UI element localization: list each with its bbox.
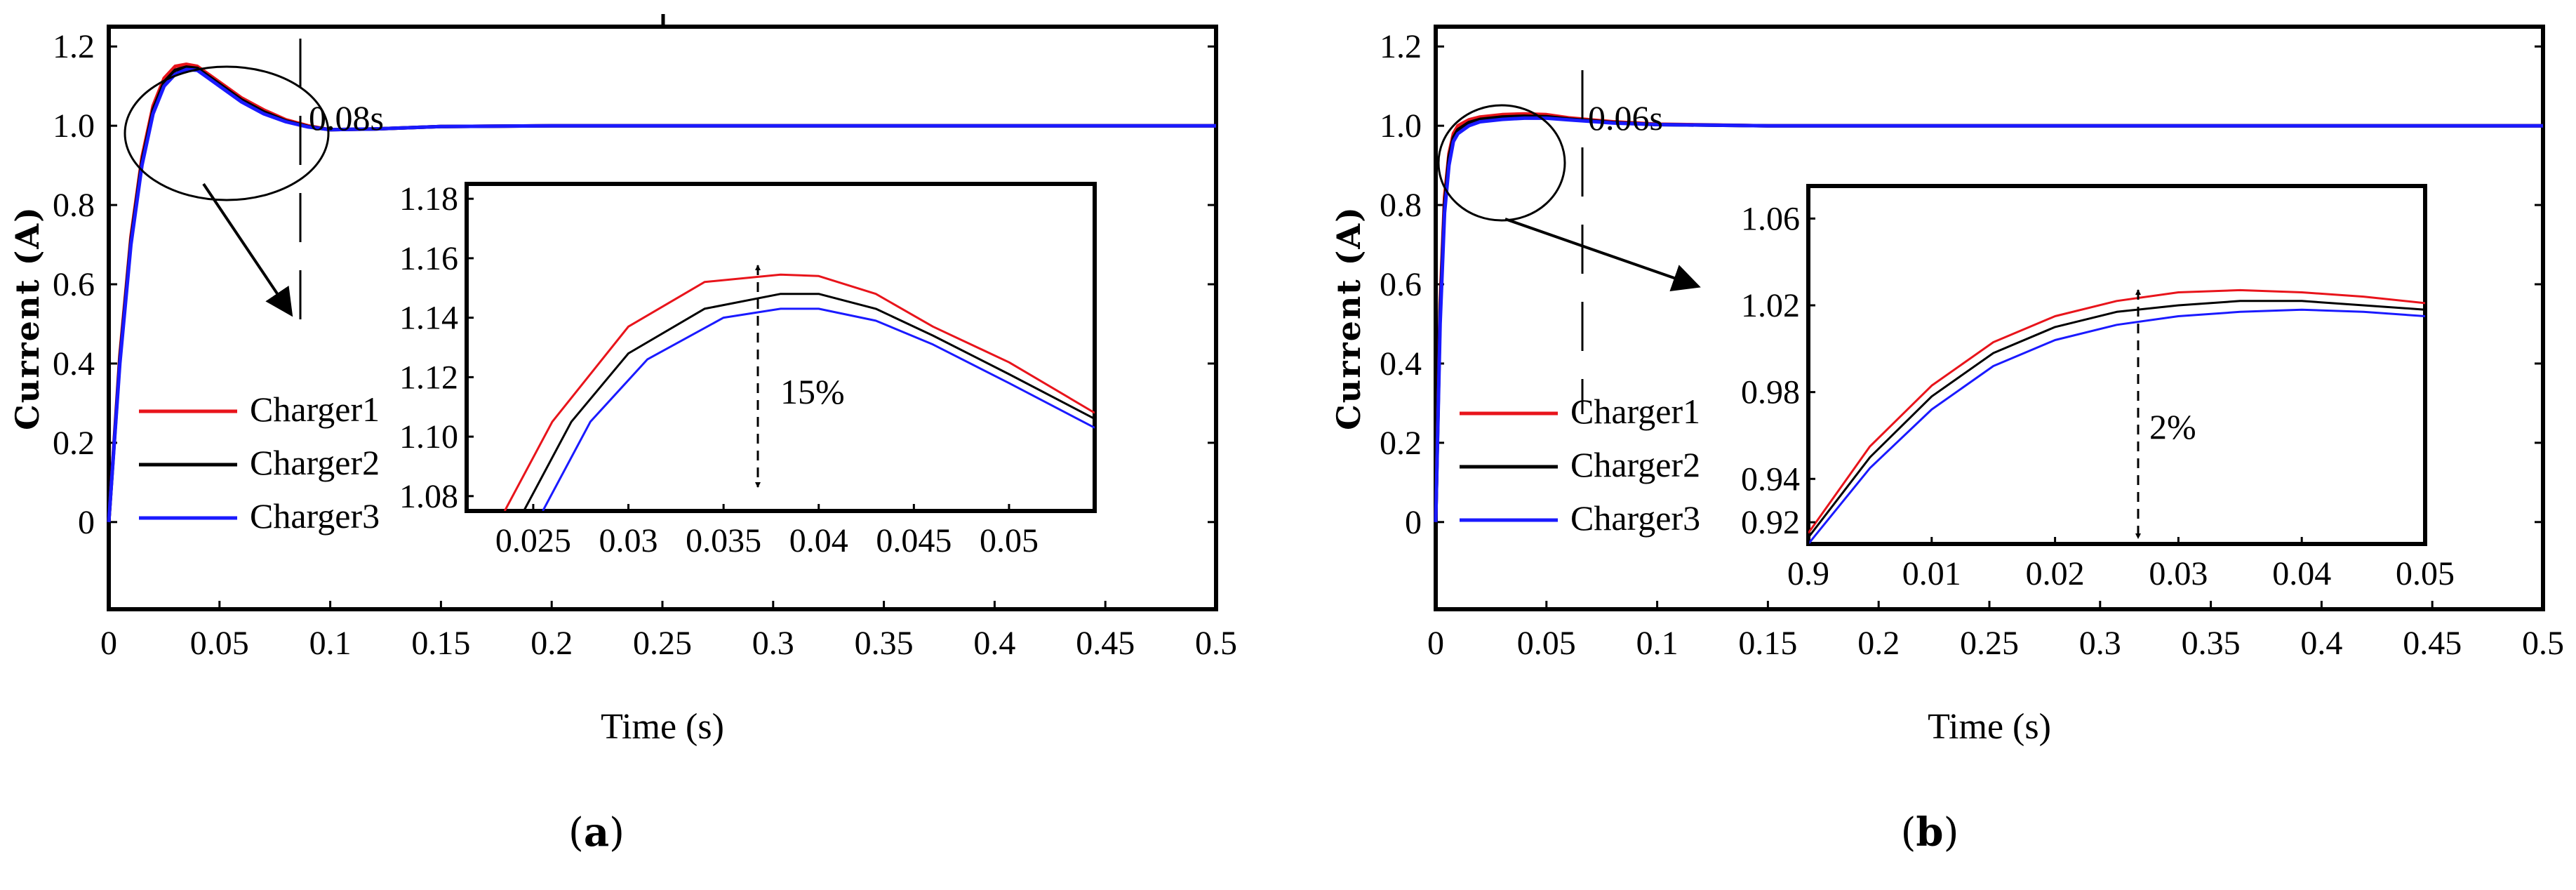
- x-tick-label: 0.3: [752, 625, 794, 662]
- inset-x-tick-label: 0.025: [495, 522, 571, 559]
- y-tick-label: 0.8: [1380, 187, 1422, 224]
- inset-series-line-charger1: [1808, 288, 2425, 534]
- x-tick-label: 0.25: [1960, 625, 2019, 662]
- zoom-arrow: [202, 182, 293, 317]
- x-tick-label: 0.2: [1857, 625, 1900, 662]
- y-tick-label: 0.2: [1380, 425, 1422, 462]
- zoom-arrow: [1504, 218, 1701, 292]
- series-line-charger3: [1434, 116, 2543, 522]
- inset-y-tick-label: 0.94: [1741, 460, 1800, 498]
- legend-label-charger2: Charger2: [1570, 445, 1700, 484]
- legend-label-charger2: Charger2: [250, 443, 380, 482]
- y-tick-label: 0: [78, 504, 95, 541]
- x-axis-label: Time (s): [1928, 707, 2051, 747]
- x-tick-label: 0.05: [1517, 625, 1576, 662]
- inset-x-tick-label: 0.045: [876, 522, 952, 559]
- y-tick-label: 1.0: [53, 107, 95, 145]
- x-axis-label: Time (s): [601, 707, 724, 747]
- inset-x-tick-label: 0.02: [2026, 555, 2085, 592]
- inset-y-tick-label: 1.18: [399, 180, 458, 218]
- inset-x-tick-label: 0.04: [2272, 555, 2331, 592]
- settling-time-label: 0.06s: [1588, 98, 1663, 138]
- inset-series-line-charger2: [523, 293, 1095, 511]
- inset-x-tick-label: 0.03: [599, 522, 658, 559]
- x-tick-label: 0: [1427, 625, 1444, 662]
- y-tick-label: 1.2: [1380, 28, 1422, 65]
- y-tick-label: 0.6: [1380, 266, 1422, 303]
- inset-x-tick-label: 0.01: [1902, 555, 1961, 592]
- y-axis-label: Current (A): [8, 206, 46, 430]
- x-tick-label: 0.45: [2403, 625, 2462, 662]
- overshoot-label: 2%: [2149, 407, 2196, 446]
- inset-x-tick-label: 0.04: [789, 522, 848, 559]
- panel-label: (a): [568, 809, 625, 856]
- x-tick-label: 0.15: [411, 625, 470, 662]
- inset-series-line-charger3: [542, 307, 1095, 511]
- x-tick-label: 0.3: [2079, 625, 2121, 662]
- x-tick-label: 0.4: [2300, 625, 2342, 662]
- chart-panel-a: 0 0.2 0.4 0.6 0.8 1.0 1.2 0 0.05 0.1 0.15 0.2 0.25 0.…: [8, 14, 1237, 856]
- overshoot-label: 15%: [780, 372, 845, 411]
- legend-label-charger1: Charger1: [1570, 392, 1700, 431]
- x-tick-label: 0.35: [2182, 625, 2241, 662]
- x-tick-label: 0.15: [1738, 625, 1797, 662]
- x-tick-label: 0.1: [1636, 625, 1679, 662]
- inset-series-line-charger1: [503, 273, 1095, 511]
- inset-plot-area: [503, 273, 1095, 511]
- y-tick-label: 0.4: [1380, 345, 1422, 383]
- inset-y-tick-label: 1.16: [399, 240, 458, 277]
- x-tick-label: 0.35: [855, 625, 914, 662]
- x-tick-label: 0.45: [1076, 625, 1135, 662]
- x-tick-label: 0.1: [309, 625, 352, 662]
- y-tick-label: 1.2: [53, 28, 95, 65]
- inset-series-line-charger2: [1808, 300, 2425, 538]
- inset-y-tick-label: 0.92: [1741, 504, 1800, 541]
- inset-y-tick-label: 1.02: [1741, 287, 1800, 324]
- legend-label-charger3: Charger3: [250, 496, 380, 536]
- x-tick-label: 0.2: [530, 625, 573, 662]
- inset-y-tick-label: 1.10: [399, 418, 458, 456]
- inset-series-line-charger3: [1808, 308, 2425, 544]
- y-tick-label: 1.0: [1380, 107, 1422, 145]
- x-tick-label: 0.05: [190, 625, 249, 662]
- inset-x-tick-label: 0.9: [1787, 555, 1829, 592]
- y-tick-label: 0.2: [53, 425, 95, 462]
- y-tick-label: 0.6: [53, 266, 95, 303]
- inset-x-tick-label: 0.03: [2149, 555, 2208, 592]
- panel-letter: b: [1916, 809, 1943, 856]
- x-tick-label: 0: [100, 625, 117, 662]
- x-tick-label: 0.5: [1195, 625, 1237, 662]
- inset-y-tick-label: 0.98: [1741, 374, 1800, 411]
- inset-x-tick-label: 0.05: [2396, 555, 2455, 592]
- x-tick-label: 0.5: [2522, 625, 2564, 662]
- legend-label-charger3: Charger3: [1570, 498, 1700, 538]
- inset-y-tick-label: 1.14: [399, 300, 458, 337]
- inset-y-tick-label: 1.12: [399, 359, 458, 396]
- chart-panel-b: 00.20.40.60.81.01.20 0.05 0.1 0.15 0.2 0.25 0.…: [1330, 25, 2564, 856]
- panel-label: (b): [1901, 809, 1959, 856]
- inset-y-tick-label: 1.08: [399, 478, 458, 515]
- y-tick-label: 0: [1405, 504, 1422, 541]
- zoom-ellipse: [1437, 104, 1566, 222]
- panel-letter: a: [584, 809, 609, 856]
- series-line-charger3: [107, 67, 1216, 522]
- x-tick-label: 0.4: [973, 625, 1015, 662]
- inset-frame: [1806, 184, 2427, 546]
- zoom-ellipse: [124, 65, 330, 201]
- y-tick-label: 0.4: [53, 345, 95, 383]
- inset-frame: [465, 182, 1097, 513]
- x-tick-label: 0.25: [633, 625, 692, 662]
- y-axis-label: Current (A): [1330, 206, 1368, 430]
- settling-time-label: 0.08s: [309, 98, 384, 138]
- inset-x-tick-label: 0.05: [980, 522, 1039, 559]
- inset-y-tick-label: 1.06: [1741, 200, 1800, 237]
- inset-plot-area: [1808, 288, 2425, 544]
- legend-label-charger1: Charger1: [250, 390, 380, 429]
- inset-x-tick-label: 0.035: [686, 522, 761, 559]
- y-tick-label: 0.8: [53, 187, 95, 224]
